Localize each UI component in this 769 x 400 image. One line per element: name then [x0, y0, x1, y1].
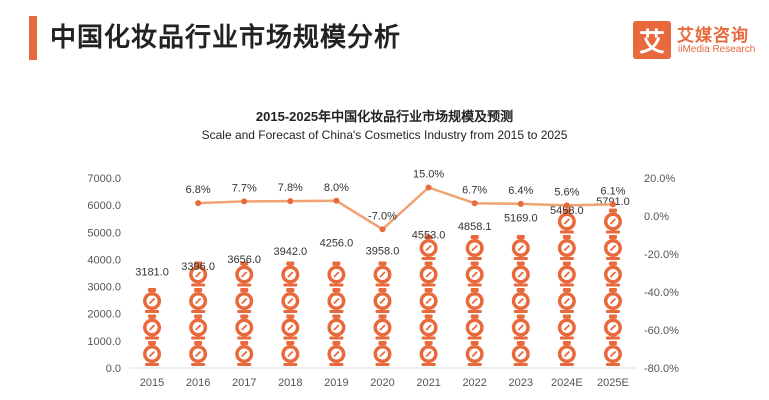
bar-value-label: 3958.0 [366, 246, 400, 258]
bar-value-label: 3656.0 [227, 254, 261, 266]
growth-point [287, 198, 294, 205]
growth-point [517, 200, 524, 207]
bar-2022 [464, 234, 485, 367]
x-tick-label: 2021 [416, 377, 440, 389]
y-left-tick-label: 1000.0 [87, 336, 121, 348]
x-tick-label: 2022 [462, 377, 486, 389]
growth-value-label: 7.8% [278, 182, 303, 194]
bar-value-label: 3942.0 [273, 246, 307, 258]
brand-name-en: iiMedia Research [678, 44, 756, 55]
bar-2016 [188, 260, 209, 367]
brand-name-cn: 艾媒咨询 [677, 26, 749, 45]
growth-value-label: 7.7% [232, 182, 257, 194]
y-right-tick-label: 0.0% [644, 211, 669, 223]
x-tick-label: 2018 [278, 377, 302, 389]
growth-point [425, 184, 432, 191]
x-tick-label: 2019 [324, 377, 348, 389]
growth-value-label: -7.0% [368, 210, 397, 222]
y-left-tick-label: 6000.0 [87, 200, 121, 212]
bar-2020 [372, 260, 393, 367]
growth-point [241, 198, 248, 205]
y-right-tick-label: 20.0% [644, 173, 675, 185]
bar-2019 [326, 260, 347, 367]
bar-2024E [556, 207, 577, 367]
growth-value-label: 6.4% [508, 185, 533, 197]
chart-title: 2015-2025年中国化妆品行业市场规模及预测 [255, 109, 514, 124]
growth-point [609, 201, 616, 208]
y-right-tick-label: -80.0% [644, 363, 679, 375]
y-right-tick-label: -60.0% [644, 325, 679, 337]
y-right-tick-label: -40.0% [644, 287, 679, 299]
bar-value-label: 3396.0 [181, 261, 215, 273]
bar-2015 [142, 287, 162, 367]
bar-value-label: 4858.1 [458, 221, 492, 233]
bar-value-label: 3181.0 [135, 267, 169, 279]
growth-point [563, 202, 570, 209]
growth-value-label: 5.6% [554, 186, 579, 198]
page-title: 中国化妆品行业市场规模分析 [50, 22, 402, 52]
bar-value-label: 5169.0 [504, 213, 538, 225]
x-tick-label: 2020 [370, 377, 394, 389]
x-tick-label: 2024E [551, 377, 583, 389]
growth-point [379, 226, 386, 233]
y-right-tick-label: -20.0% [644, 249, 679, 261]
y-left-tick-label: 4000.0 [87, 254, 121, 266]
x-tick-label: 2015 [140, 377, 164, 389]
title-accent-bar [29, 16, 37, 60]
y-left-tick-label: 3000.0 [87, 282, 121, 294]
x-tick-label: 2017 [232, 377, 256, 389]
growth-point [471, 200, 478, 207]
growth-value-label: 6.1% [600, 185, 625, 197]
x-tick-label: 2023 [509, 377, 533, 389]
brand-logo-icon: 艾 [633, 21, 671, 59]
y-left-tick-label: 0.0 [106, 363, 121, 375]
growth-value-label: 8.0% [324, 182, 349, 194]
y-left-tick-label: 2000.0 [87, 309, 121, 321]
bar-2021 [418, 234, 439, 367]
growth-value-label: 6.8% [186, 184, 211, 196]
bar-value-label: 5458.0 [550, 205, 584, 217]
growth-point [333, 197, 340, 204]
x-tick-label: 2025E [597, 377, 629, 389]
brand-logo: 艾 艾媒咨询 iiMedia Research [633, 21, 758, 61]
bar-2025E [603, 207, 623, 367]
y-left-tick-label: 7000.0 [87, 173, 121, 185]
bar-value-label: 4256.0 [320, 237, 354, 249]
bar-value-label: 4553.0 [412, 229, 446, 241]
growth-point [195, 200, 202, 207]
y-left-tick-label: 5000.0 [87, 227, 121, 239]
growth-value-label: 15.0% [413, 169, 444, 181]
bar-2018 [280, 260, 301, 367]
x-tick-label: 2016 [186, 377, 210, 389]
bar-2017 [234, 260, 255, 367]
bar-2023 [510, 234, 531, 367]
growth-line [198, 186, 613, 231]
growth-value-label: 6.7% [462, 184, 487, 196]
chart-subtitle: Scale and Forecast of China's Cosmetics … [201, 128, 568, 142]
